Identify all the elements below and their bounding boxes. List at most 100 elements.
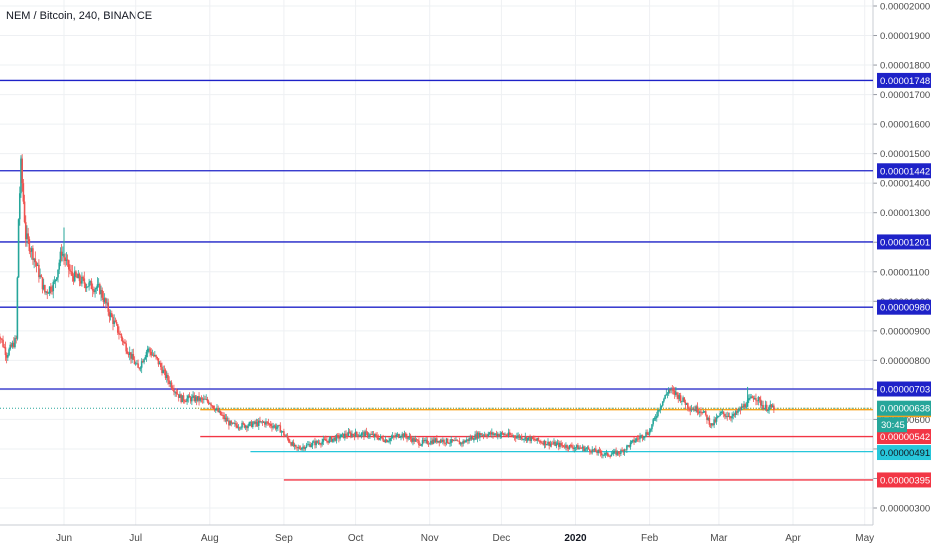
candle-body xyxy=(88,282,90,287)
candle-body xyxy=(54,279,57,282)
candle-body xyxy=(695,406,697,411)
candle-body xyxy=(559,443,561,447)
candle-body xyxy=(213,408,216,411)
candle-body xyxy=(557,442,560,447)
candle-body xyxy=(458,441,461,445)
candle-body xyxy=(713,419,715,426)
candle-body xyxy=(91,289,94,291)
level-price-tag-bg xyxy=(877,445,931,461)
candle-body xyxy=(230,421,233,424)
candle-body xyxy=(328,438,331,443)
candle-body xyxy=(23,201,26,223)
candle-body xyxy=(486,435,488,437)
candle-body xyxy=(646,432,648,435)
candle-body xyxy=(629,442,632,447)
candle-body xyxy=(462,440,464,444)
candle-body xyxy=(409,436,412,439)
candle-body xyxy=(16,277,19,339)
level-price-tag: 0.00000542 xyxy=(877,429,931,445)
candle-body xyxy=(256,422,259,426)
candle-body xyxy=(357,434,359,437)
candle-body xyxy=(575,445,578,448)
candle-body xyxy=(242,422,245,424)
candle-body xyxy=(701,412,703,414)
candle-body xyxy=(571,445,573,448)
level-price-tag: 0.00000491 xyxy=(877,445,931,461)
candle-body xyxy=(156,356,159,359)
candle-body xyxy=(339,437,341,439)
candle-body xyxy=(580,447,583,449)
candle-body xyxy=(203,398,205,400)
candle-body xyxy=(414,439,417,442)
candle-body xyxy=(38,264,40,278)
candle-body xyxy=(0,338,2,340)
candle-body xyxy=(437,440,439,443)
level-price-tag-text: 0.00000491 xyxy=(880,448,930,459)
candle-body xyxy=(455,439,457,441)
candle-body xyxy=(33,258,35,260)
candle-body xyxy=(470,436,473,440)
candle-body xyxy=(260,421,262,423)
candle-body xyxy=(158,362,161,365)
candle-body xyxy=(673,390,676,395)
candle-body xyxy=(418,440,420,446)
candle-body xyxy=(513,435,516,438)
candle-body xyxy=(598,450,601,451)
candle-body xyxy=(599,450,602,454)
candle-body xyxy=(94,289,96,293)
candle-body xyxy=(568,445,571,449)
candle-body xyxy=(494,433,497,435)
candle-body xyxy=(670,389,672,391)
candle-body xyxy=(718,415,720,417)
candle-body xyxy=(473,439,475,441)
candle-body xyxy=(562,445,565,447)
candle-body xyxy=(35,262,38,266)
candle-body xyxy=(759,399,762,406)
candle-body xyxy=(586,447,589,449)
y-tick-label: 0.00001300 xyxy=(880,208,930,219)
candle-body xyxy=(267,422,270,424)
candle-body xyxy=(332,438,334,442)
candle-body xyxy=(500,432,503,435)
candle-body xyxy=(50,286,52,292)
candle-body xyxy=(109,313,112,317)
candle-body xyxy=(39,275,41,278)
candle-body xyxy=(591,449,594,453)
horizontal-levels xyxy=(0,79,873,481)
candle-body xyxy=(306,444,309,446)
candle-body xyxy=(750,396,752,398)
candle-body xyxy=(118,332,120,335)
y-tick-label: 0.00002000 xyxy=(880,2,930,13)
candle-body xyxy=(314,441,316,446)
candle-body xyxy=(90,281,93,290)
candle-body xyxy=(265,421,267,425)
candle-body xyxy=(431,440,433,444)
candle-body xyxy=(217,408,219,413)
candle-body xyxy=(388,440,390,442)
candle-body xyxy=(304,447,307,449)
candle-body xyxy=(548,441,551,446)
candle-body xyxy=(214,409,217,411)
y-tick-label: 0.00000900 xyxy=(880,326,930,337)
candle-body xyxy=(160,362,162,368)
candle-body xyxy=(547,441,549,445)
candle-body xyxy=(480,433,482,436)
candle-body xyxy=(93,290,95,293)
candle-body xyxy=(457,440,460,442)
candle-body xyxy=(438,440,441,443)
candle-body xyxy=(645,432,647,437)
candle-body xyxy=(139,367,142,369)
candle-body xyxy=(581,446,584,449)
candle-body xyxy=(387,441,389,443)
candle-body xyxy=(630,440,633,443)
candle-body xyxy=(518,435,521,438)
candle-body xyxy=(297,447,300,449)
candle-body xyxy=(768,406,770,411)
candle-body xyxy=(1,338,3,340)
candle-body xyxy=(491,432,493,435)
candle-body xyxy=(425,439,427,441)
candle-body xyxy=(554,441,556,446)
candle-body xyxy=(677,394,680,399)
